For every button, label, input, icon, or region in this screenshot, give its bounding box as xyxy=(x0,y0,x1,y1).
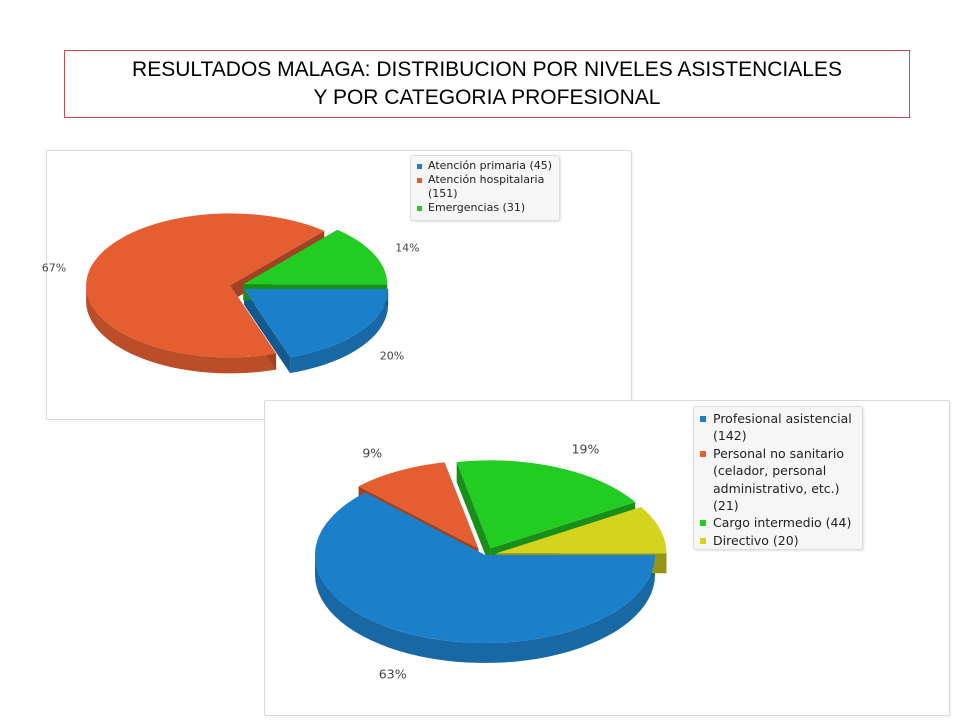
legend-item: Atención primaria (45) xyxy=(417,159,553,173)
pie-slice-side xyxy=(315,555,655,663)
pie-slice xyxy=(358,462,479,549)
legend-label: Personal no sanitario (celador, personal… xyxy=(713,445,845,514)
legend-label: Emergencias (31) xyxy=(428,201,526,214)
legend-swatch xyxy=(700,537,706,544)
pie-slice-side xyxy=(86,285,277,374)
pie-slice xyxy=(496,507,667,554)
page-title-line-1: RESULTADOS MALAGA: DISTRIBUCION POR NIVE… xyxy=(132,58,842,81)
legend-label: Cargo intermedio (44) xyxy=(713,515,852,531)
pie-percent-label: 63% xyxy=(379,667,407,682)
pie-slice xyxy=(244,288,389,358)
legend-item: Directivo (20) xyxy=(700,532,856,549)
legend-item: Profesional asistencial (142) xyxy=(700,410,856,445)
pie-chart-1: 20% 67% 14% xyxy=(42,213,420,374)
pie-slice xyxy=(243,229,388,285)
legend-label: Atención primaria (45) xyxy=(428,159,553,172)
legend-swatch xyxy=(700,416,706,422)
legend-swatch xyxy=(417,164,422,169)
pie-percent-label: 20% xyxy=(380,350,404,363)
pie-percent-label: 9% xyxy=(362,446,382,461)
pie-percent-label: 14% xyxy=(395,242,419,255)
legend-item: Emergencias (31) xyxy=(417,201,553,215)
pie-slice xyxy=(456,460,636,549)
legend-niveles: Atención primaria (45) Atención hospital… xyxy=(410,155,560,221)
pie-slice-edge xyxy=(244,288,291,374)
legend-swatch xyxy=(700,450,706,457)
pie-slice-side xyxy=(290,288,389,374)
legend-label: Directivo (20) xyxy=(713,532,799,548)
pie-slice xyxy=(315,492,655,643)
legend-swatch xyxy=(417,206,422,211)
legend-label: Profesional asistencial (142) xyxy=(713,411,852,444)
pie-slice xyxy=(86,213,325,358)
pie-slice-edge xyxy=(456,462,491,569)
title-box: RESULTADOS MALAGA: DISTRIBUCION POR NIVE… xyxy=(64,50,910,118)
legend-label: Atención hospitalaria (151) xyxy=(428,173,545,200)
legend-item: Cargo intermedio (44) xyxy=(700,514,856,531)
pie-chart-2: 63%9%19%9% xyxy=(315,441,713,682)
legend-swatch xyxy=(417,178,422,183)
pie-percent-label: 19% xyxy=(572,441,600,456)
legend-item: Atención hospitalaria (151) xyxy=(417,173,553,201)
legend-swatch xyxy=(700,520,706,527)
legend-categorias: Profesional asistencial (142) Personal n… xyxy=(693,406,863,550)
pie-percent-label: 67% xyxy=(42,261,66,274)
page-title-line-2: Y POR CATEGORIA PROFESIONAL xyxy=(313,86,661,109)
legend-item: Personal no sanitario (celador, personal… xyxy=(700,445,856,515)
